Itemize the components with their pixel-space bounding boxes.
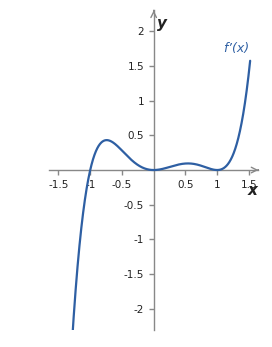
Text: x: x	[247, 183, 257, 197]
Text: f’(x): f’(x)	[224, 42, 250, 55]
Text: y: y	[157, 16, 168, 31]
